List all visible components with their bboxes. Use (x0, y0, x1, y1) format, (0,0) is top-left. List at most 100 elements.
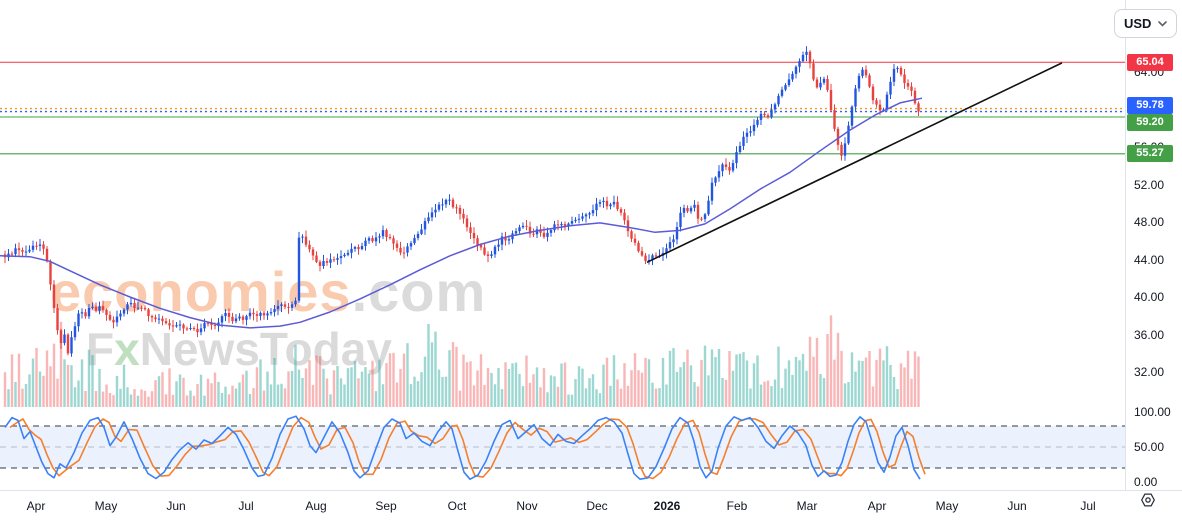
price-axis[interactable]: 64.0060.0056.0052.0048.0044.0040.0036.00… (1125, 0, 1182, 490)
volume-bar (780, 388, 784, 407)
volume-bar (843, 383, 847, 407)
volume-bar (91, 355, 94, 407)
candle-body (616, 201, 619, 210)
stochastic-d-line (9, 416, 926, 480)
candle-body (469, 227, 472, 234)
candle-body (490, 254, 493, 256)
time-axis-label: May (94, 499, 118, 513)
candle-body (70, 337, 73, 354)
volume-bar (129, 394, 133, 407)
price-axis-label: 40.00 (1134, 290, 1165, 304)
volume-bar (42, 375, 45, 407)
oscillator-settings-gear-icon[interactable] (1139, 491, 1157, 509)
time-axis-label: Aug (305, 499, 327, 513)
volume-bar (269, 384, 273, 407)
candle-body (791, 73, 794, 80)
candle-body (269, 312, 273, 314)
volume-bar (84, 390, 87, 407)
candle-body (367, 238, 371, 241)
volume-bar (350, 367, 353, 407)
volume-bar (224, 386, 227, 407)
price-axis-label: 32.00 (1134, 365, 1165, 379)
volume-bar (647, 359, 651, 407)
volume-bar (217, 381, 220, 407)
candle-body (892, 68, 896, 82)
volume-bar (693, 382, 696, 407)
candle-body (224, 312, 227, 317)
volume-bar (332, 370, 336, 407)
candle-body (343, 254, 346, 257)
candle-body (315, 255, 318, 262)
volume-bar (770, 386, 773, 407)
volume-bar (35, 347, 38, 407)
volume-bar (689, 365, 693, 407)
volume-bar (497, 368, 500, 407)
volume-bar (472, 385, 476, 407)
volume-bar (406, 343, 409, 407)
volume-bar (679, 367, 682, 407)
volume-bar (339, 378, 343, 407)
candle-body (87, 307, 91, 317)
candle-body (360, 246, 364, 250)
candle-body (693, 204, 696, 208)
volume-bar (273, 357, 276, 407)
volume-bar (329, 394, 332, 407)
price-level-badge: 59.20 (1127, 114, 1173, 132)
volume-bar (892, 377, 896, 407)
candle-body (98, 306, 101, 311)
candle-body (77, 313, 80, 327)
candle-body (535, 229, 539, 235)
volume-bar (539, 387, 542, 407)
volume-bar (854, 371, 857, 407)
candle-body (532, 233, 535, 235)
candle-body (329, 259, 332, 263)
candle-body (714, 177, 717, 183)
volume-bar (913, 351, 917, 407)
time-axis[interactable]: Apr May Jun Jul Aug Sep Oct Nov Dec 2026 Feb Mar Apr… (0, 490, 1182, 522)
price-level-badge: 59.78 (1127, 97, 1173, 115)
volume-bar (290, 370, 294, 407)
candle-body (647, 259, 651, 261)
volume-bar (24, 384, 28, 407)
candle-body (420, 229, 423, 234)
volume-bar (448, 350, 451, 407)
candle-body (605, 200, 609, 207)
volume-bar (220, 392, 224, 407)
candle-body (294, 300, 297, 305)
candle-body (189, 328, 192, 330)
chart-canvas[interactable] (0, 0, 1125, 490)
volume-bar (238, 382, 241, 407)
volume-bar (31, 358, 35, 407)
volume-bar (479, 354, 483, 407)
candle-body (833, 110, 836, 129)
volume-bar (637, 370, 640, 407)
volume-bar (462, 354, 465, 407)
volume-bar (262, 390, 266, 407)
candle-body (164, 321, 168, 324)
candle-body (780, 89, 784, 96)
volume-bar (287, 371, 290, 407)
volume-bar (490, 372, 493, 407)
volume-bar (402, 353, 406, 407)
volume-bar (343, 384, 346, 407)
candle-body (612, 201, 616, 205)
volume-bar (500, 389, 504, 407)
candle-body (504, 236, 507, 241)
candle-body (756, 119, 759, 125)
candle-body (766, 115, 770, 118)
candle-body (437, 204, 441, 210)
candle-body (889, 81, 892, 95)
volume-bar (294, 344, 297, 407)
candle-body (374, 237, 378, 242)
currency-dropdown[interactable]: USD (1114, 9, 1178, 38)
candle-body (140, 307, 143, 309)
candle-body (707, 200, 710, 215)
volume-bar (266, 371, 269, 407)
volume-bar (752, 363, 756, 407)
candle-body (192, 328, 196, 330)
volume-bar (161, 372, 164, 407)
volume-bar (336, 366, 339, 407)
price-axis-label: 44.00 (1134, 252, 1165, 267)
candle-body (52, 284, 56, 309)
volume-bar (805, 370, 808, 407)
